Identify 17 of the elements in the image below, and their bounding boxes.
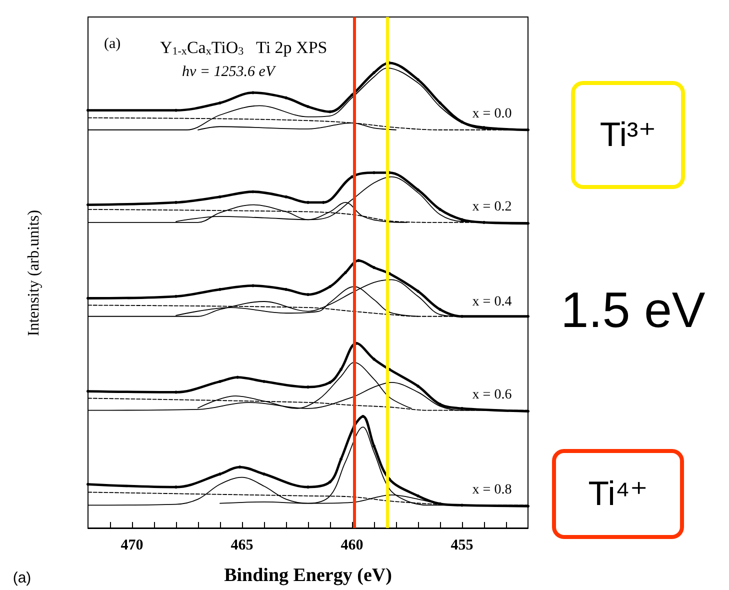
annotation: x = 0.8 [472, 482, 512, 498]
text: (a) [12, 570, 32, 586]
annotation: x = 0.4 [472, 294, 512, 310]
text: 470 [120, 538, 144, 554]
x-tick-label: 465 [230, 538, 254, 554]
annotation: x = 0.0 [472, 106, 512, 122]
text: Ti³⁺ [600, 116, 656, 154]
annotation: hν = 1253.6 eV [182, 64, 276, 80]
annotation: x = 0.2 [472, 200, 512, 214]
y-axis-title: Intensity (arb.units) [26, 210, 42, 336]
x-tick-label: 455 [450, 538, 474, 554]
text: (a) [104, 36, 121, 52]
text: 1.5 eV [560, 282, 706, 338]
x-axis-title: Binding Energy (eV) [224, 565, 392, 586]
text: Ti⁴⁺ [588, 475, 648, 513]
x-tick-label: 460 [340, 538, 364, 554]
annotation: x = 0.6 [472, 388, 512, 402]
